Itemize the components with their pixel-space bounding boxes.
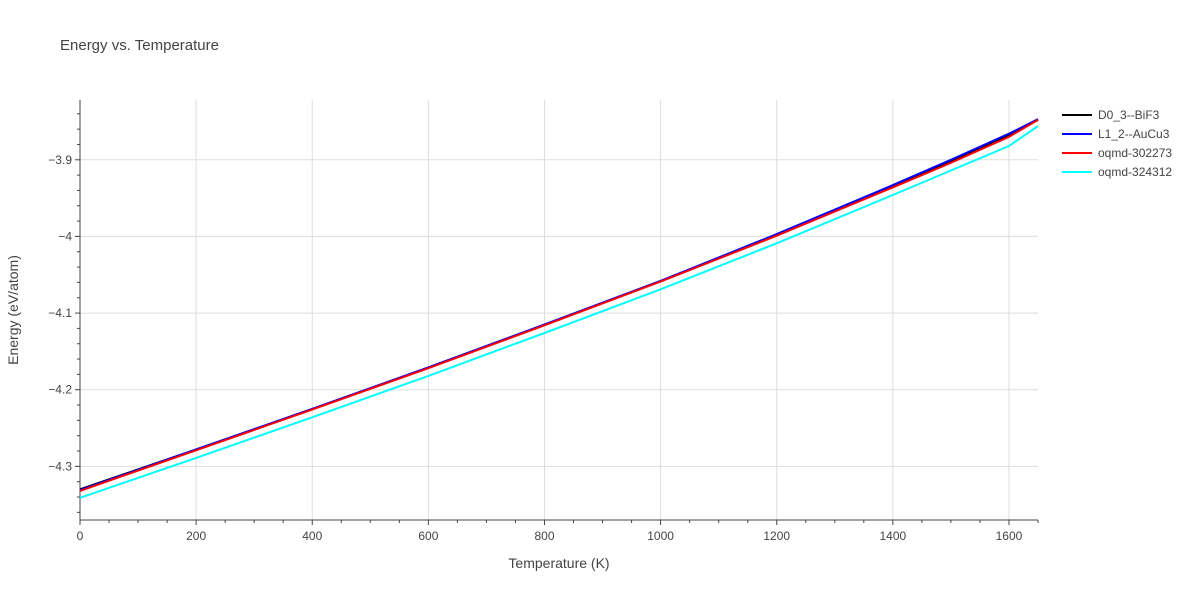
legend-label: oqmd-324312 bbox=[1098, 165, 1172, 179]
y-tick-label: −4 bbox=[58, 229, 72, 243]
series-line-l1-2-aucu3 bbox=[79, 118, 1039, 492]
series-line-oqmd-324312 bbox=[79, 125, 1039, 499]
x-axis-title: Temperature (K) bbox=[508, 555, 609, 571]
x-tick-label: 0 bbox=[77, 529, 84, 543]
legend-item[interactable]: oqmd-302273 bbox=[1062, 146, 1172, 160]
x-tick-label: 400 bbox=[302, 529, 322, 543]
y-tick-label: −4.1 bbox=[48, 306, 72, 320]
x-tick-label: 1200 bbox=[763, 529, 790, 543]
y-gridlines bbox=[80, 159, 1038, 467]
legend[interactable]: D0_3--BiF3 L1_2--AuCu3 oqmd-302273 oqmd-324… bbox=[1062, 108, 1172, 179]
x-tick-label: 600 bbox=[418, 529, 438, 543]
series-line-oqmd-302273 bbox=[79, 119, 1039, 492]
y-tick-label: −4.3 bbox=[48, 459, 72, 473]
y-tick-labels: −4.3 −4.2 −4.1 −4 −3.9 bbox=[48, 153, 72, 474]
legend-item[interactable]: L1_2--AuCu3 bbox=[1062, 127, 1170, 141]
axes bbox=[75, 100, 1039, 525]
x-tick-label: 800 bbox=[534, 529, 554, 543]
x-tick-label: 1400 bbox=[879, 529, 906, 543]
series-line-d0-3-bif3 bbox=[79, 119, 1039, 491]
legend-label: D0_3--BiF3 bbox=[1098, 108, 1160, 122]
x-tick-label: 200 bbox=[186, 529, 206, 543]
chart-title: Energy vs. Temperature bbox=[60, 37, 219, 54]
series-lines bbox=[79, 118, 1039, 499]
x-tick-label: 1000 bbox=[647, 529, 674, 543]
legend-item[interactable]: D0_3--BiF3 bbox=[1062, 108, 1160, 122]
y-tick-label: −4.2 bbox=[48, 383, 72, 397]
legend-label: L1_2--AuCu3 bbox=[1098, 127, 1170, 141]
y-tick-label: −3.9 bbox=[48, 153, 72, 167]
x-tick-label: 1600 bbox=[996, 529, 1023, 543]
x-tick-labels: 0 200 400 600 800 1000 1200 1400 1600 bbox=[77, 529, 1023, 543]
x-gridlines bbox=[195, 100, 1010, 520]
legend-item[interactable]: oqmd-324312 bbox=[1062, 165, 1172, 179]
legend-label: oqmd-302273 bbox=[1098, 146, 1172, 160]
y-axis-title: Energy (eV/atom) bbox=[5, 255, 21, 365]
